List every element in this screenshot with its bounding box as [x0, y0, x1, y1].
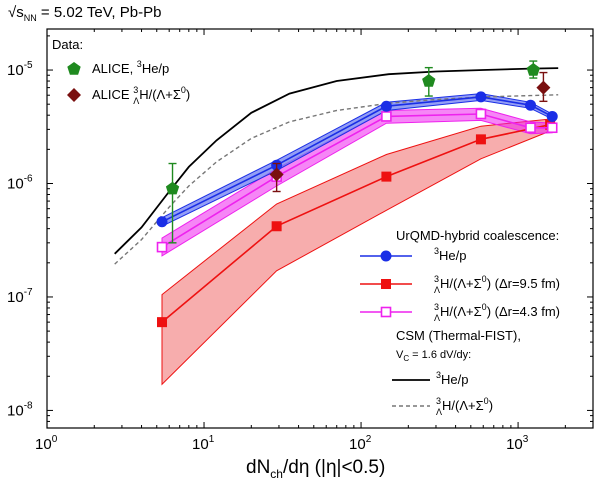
legend-urqmd_h3l_43-label: 3 ΛH/(Λ+Σ0) (Δr=4.3 fm) [434, 302, 560, 323]
legend-urqmd_he3p-marker [380, 250, 392, 262]
alice_h3l-point [536, 80, 551, 95]
y-tick-label: 10-7 [7, 287, 33, 306]
x-axis-label: dNch/dη (|η|<0.5) [246, 457, 385, 481]
x-tick-label: 101 [192, 434, 215, 453]
urqmd_h3l_43-point [475, 108, 487, 120]
legend-csm-volume: VC = 1.6 dV/dy: [396, 349, 471, 363]
urqmd_h3l_95-point [381, 171, 392, 182]
legend-data-header: Data: [52, 37, 83, 52]
y-tick-label: 10-6 [7, 174, 33, 193]
y-tick-label: 10-8 [7, 400, 33, 419]
x-tick-label: 102 [349, 434, 372, 453]
urqmd_he3p-point [546, 110, 558, 122]
alice_he3p-point [165, 181, 180, 195]
alice_he3p-point [422, 74, 436, 87]
legend-urqmd_h3l_95-label: 3 ΛH/(Λ+Σ0) (Δr=9.5 fm) [434, 274, 560, 295]
alice_he3p-point [526, 63, 540, 76]
urqmd_he3p-point [475, 91, 487, 103]
legend-csm_h3l-label: 3 ΛH/(Λ+Σ0) [436, 396, 493, 417]
legend-alice_he3p-label: ALICE, 3He/p [92, 59, 169, 76]
legend-alice_h3l-marker [67, 88, 81, 102]
urqmd_h3l_43-point [156, 241, 168, 253]
plot-area: 100 101 102 103 10-8 10-7 10-6 10-5 Data: ALICE, … [7, 28, 594, 453]
y-tick-label: 10-5 [7, 60, 33, 79]
urqmd_h3l_95-point [271, 221, 282, 232]
legend-csm-header: CSM (Thermal-FIST), [396, 328, 521, 343]
x-tick-label: 100 [35, 434, 58, 453]
legend-model-header: UrQMD-hybrid coalescence: [396, 228, 559, 243]
urqmd_he3p-point [156, 216, 168, 228]
urqmd_h3l_95-point [475, 134, 486, 145]
alice_h3l-point [269, 167, 284, 182]
urqmd_h3l_43-point [381, 111, 392, 122]
chart-title: √sNN = 5.02 TeV, Pb-Pb [8, 4, 161, 23]
legend-urqmd_he3p-label: 3He/p [434, 246, 466, 263]
series-group [114, 60, 559, 386]
legend-urqmd_h3l_43-marker [380, 306, 392, 318]
x-tick-label: 103 [506, 434, 529, 453]
urqmd_he3p-point [525, 99, 537, 111]
urqmd_h3l_95-point [157, 317, 168, 328]
legend-csm_he3p-label: 3He/p [436, 370, 468, 387]
legend-urqmd_h3l_95-marker [381, 279, 391, 289]
urqmd_h3l_43-point [525, 122, 536, 134]
legend-alice_h3l-label: ALICE 3 ΛH/(Λ+Σ0) [92, 85, 190, 106]
urqmd_h3l_43-point [546, 122, 558, 134]
legend-alice_he3p-marker [67, 62, 81, 75]
urqmd_he3p-point [380, 100, 392, 112]
